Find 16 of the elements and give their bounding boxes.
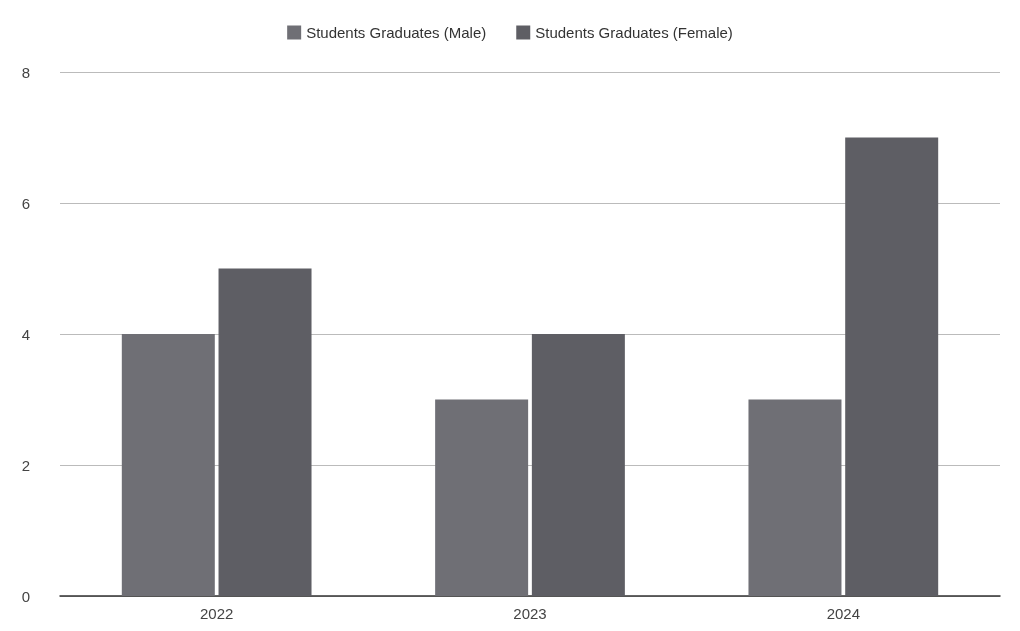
legend-label: Students Graduates (Female) [535, 24, 733, 41]
bar [121, 334, 215, 596]
bar [435, 399, 529, 596]
legend-label: Students Graduates (Male) [306, 24, 487, 41]
x-tick-label: 2024 [826, 605, 861, 622]
y-tick-label: 0 [21, 587, 30, 605]
x-tick-label: 2023 [513, 605, 547, 622]
y-tick-label: 4 [21, 325, 30, 343]
bar [845, 137, 939, 596]
bar [218, 268, 312, 596]
bar [531, 334, 625, 596]
y-tick-label: 8 [21, 63, 30, 81]
x-tick-label: 2022 [199, 605, 234, 622]
y-tick-label: 6 [21, 194, 30, 212]
bar [748, 399, 842, 596]
y-tick-label: 2 [21, 456, 30, 474]
